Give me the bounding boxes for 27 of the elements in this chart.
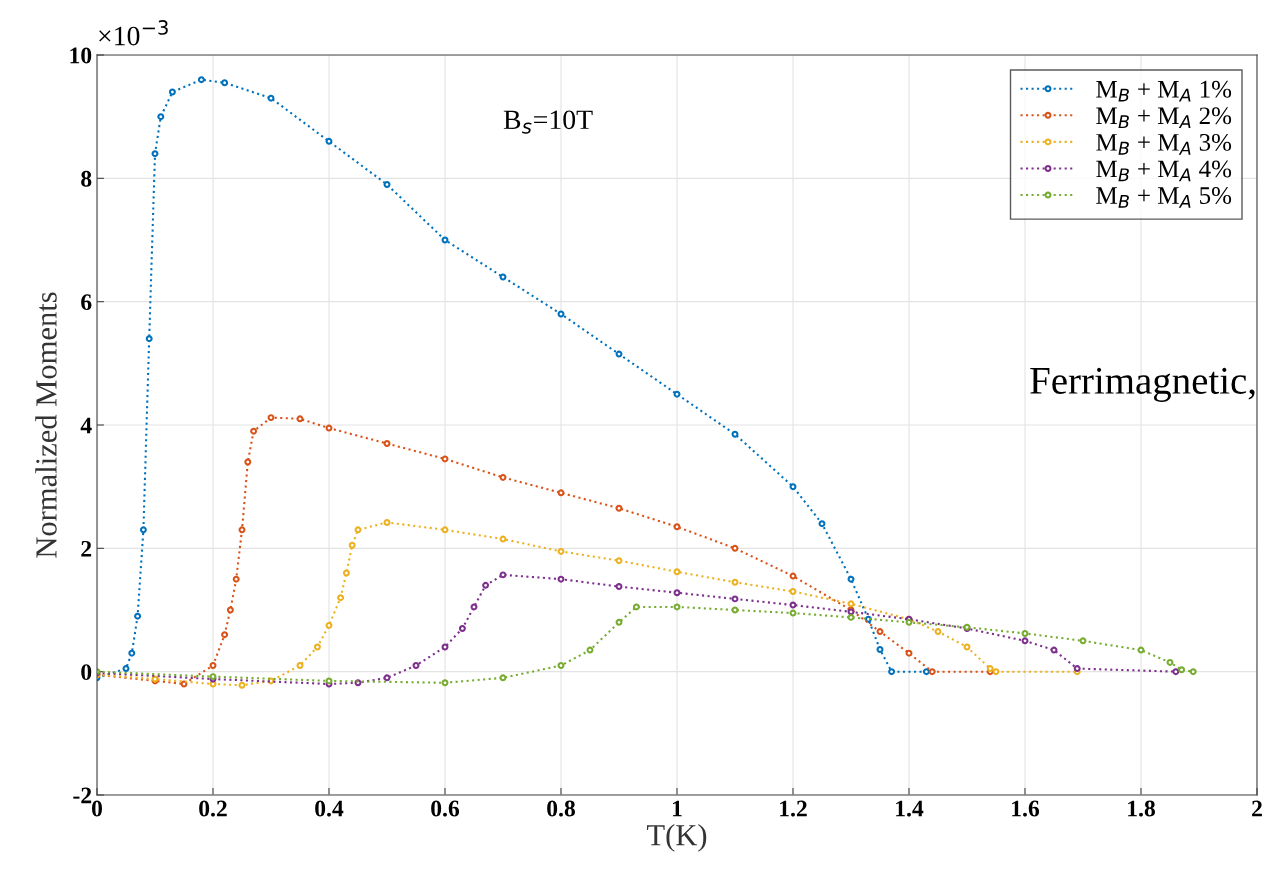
- x-tick-label: 0.8: [547, 800, 575, 817]
- y-axis-title: Normalized Moments: [35, 292, 57, 558]
- x-tick-label: 0.2: [199, 800, 227, 817]
- x-tick-label: 1.2: [780, 800, 807, 817]
- text: ×10$^{−3}$: [99, 20, 168, 46]
- y-tick-label: 6: [81, 294, 92, 311]
- y-tick-label: 2: [81, 540, 92, 557]
- x-tick-label: 1.8: [1128, 800, 1155, 817]
- y-tick-label: -2: [73, 787, 92, 804]
- annotation: B$_{s}$=10T: [503, 110, 593, 134]
- legend-label: M$_{B}$ + M$_{A}$ 3%: [1096, 133, 1232, 155]
- y-tick-label: 10: [70, 47, 92, 64]
- y-tick-label: 4: [80, 417, 92, 434]
- x-tick-label: 1.4: [896, 800, 924, 817]
- x-tick-label: 0.6: [431, 800, 460, 817]
- legend-label: M$_{B}$ + M$_{A}$ 4%: [1096, 160, 1232, 182]
- y-tick-label: 0: [81, 664, 92, 681]
- x-axis-title: T(K): [647, 824, 707, 852]
- legend-label: M$_{B}$ + M$_{A}$ 1%: [1096, 80, 1232, 102]
- annotation: Ferrimagnetic,: [1030, 367, 1255, 402]
- x-tick-label: 2: [1252, 800, 1262, 817]
- y-tick-label: 8: [81, 170, 92, 187]
- legend-label: M$_{B}$ + M$_{A}$ 5%: [1096, 187, 1232, 208]
- x-tick-label: 0.4: [315, 800, 344, 817]
- x-tick-label: 1: [672, 800, 682, 817]
- x-tick-label: 1.6: [1012, 800, 1040, 817]
- legend-label: M$_{B}$ + M$_{A}$ 2%: [1096, 107, 1232, 129]
